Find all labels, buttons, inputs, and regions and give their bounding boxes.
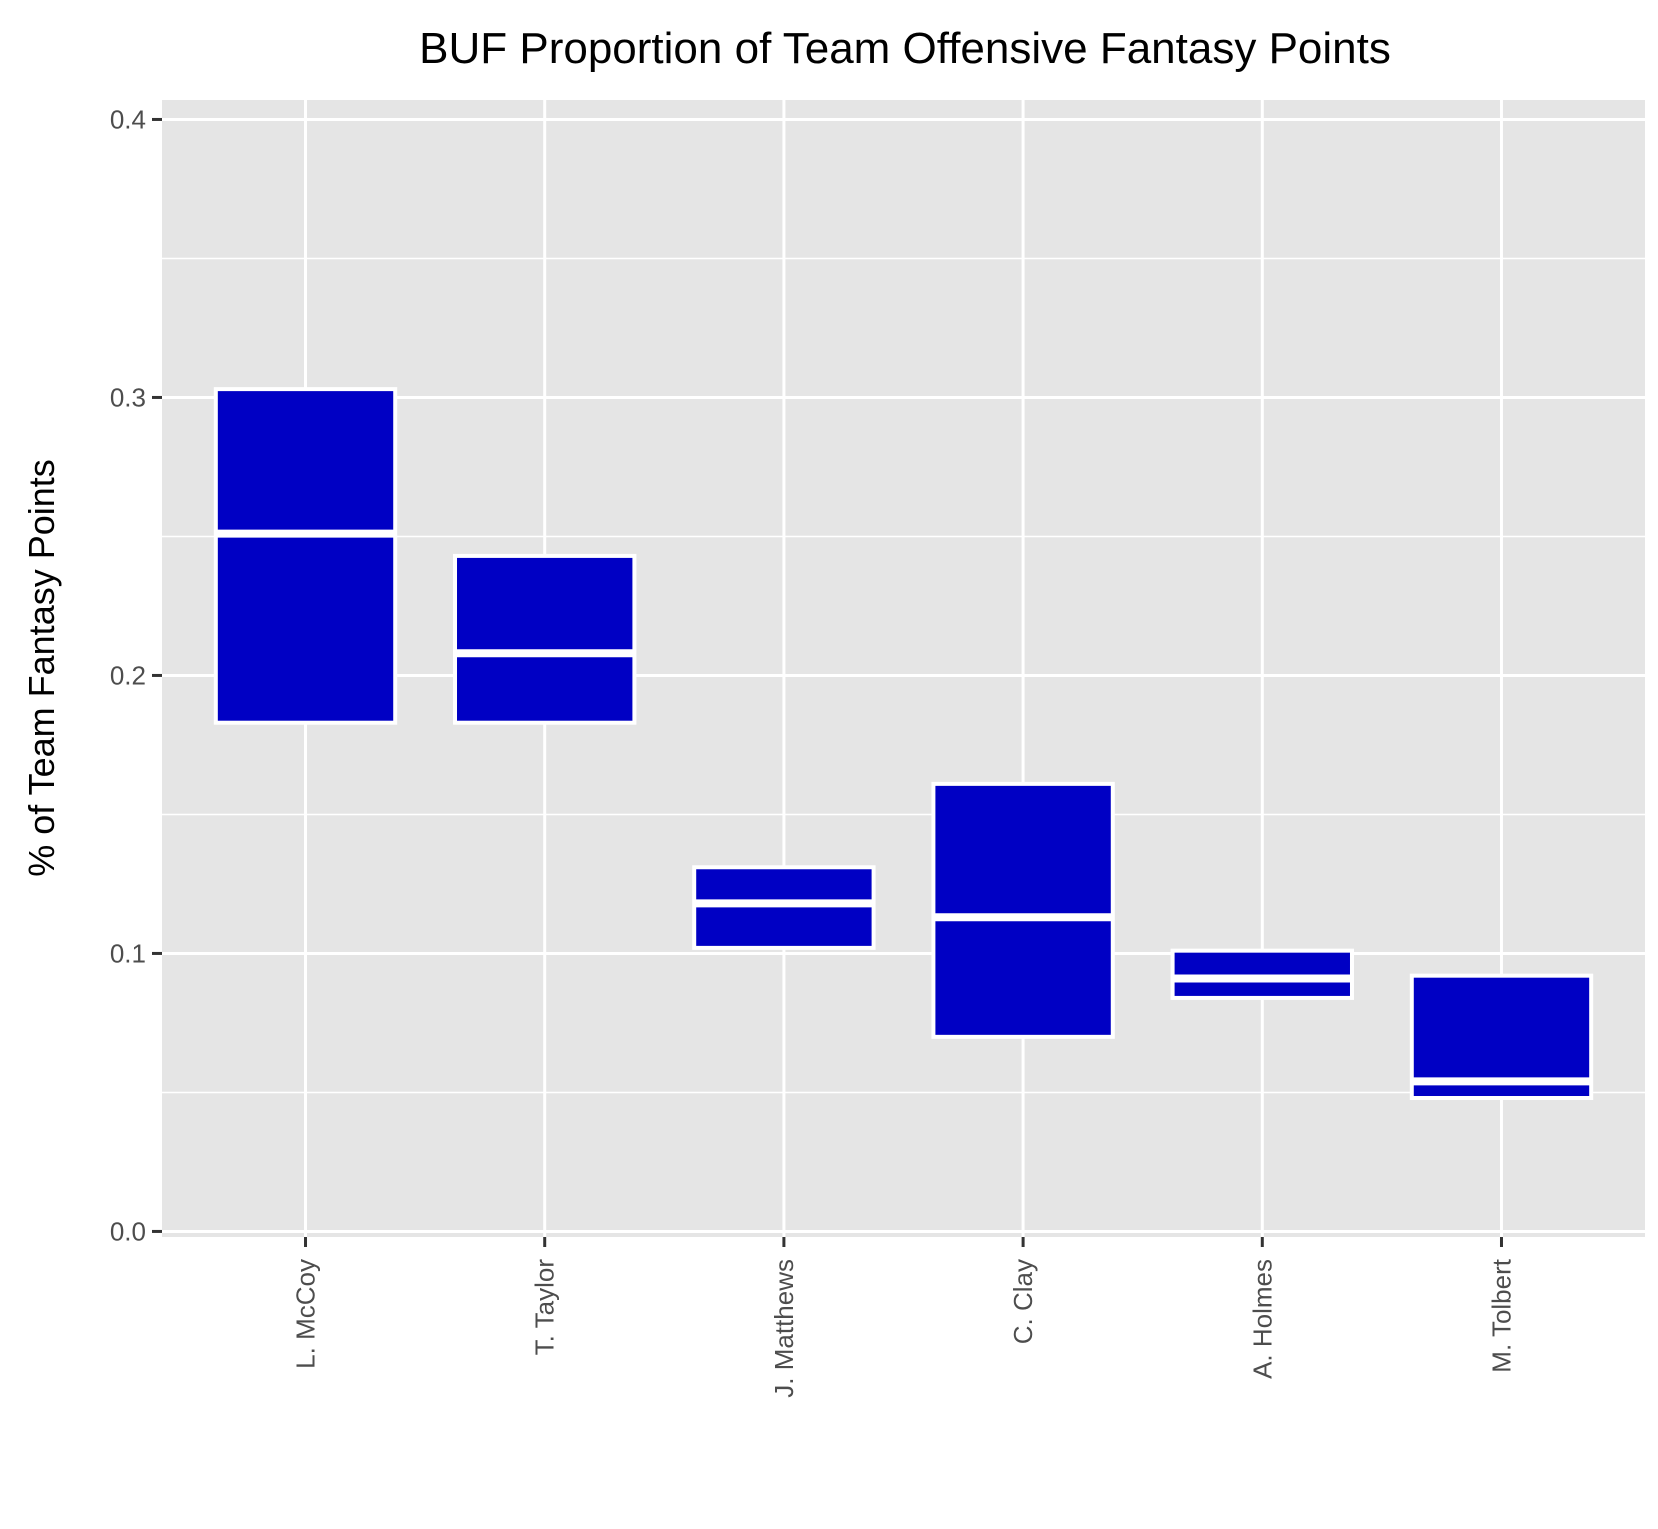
box-iqr — [931, 781, 1115, 1039]
y-tick-label: 0.0 — [110, 1216, 146, 1246]
box-t-taylor — [453, 553, 637, 725]
plot-panel — [162, 100, 1645, 1237]
chart-title: BUF Proportion of Team Offensive Fantasy… — [419, 24, 1391, 73]
x-tick-label: L. McCoy — [291, 1259, 321, 1369]
box-iqr — [1170, 948, 1354, 1000]
x-axis: L. McCoy T. Taylor J. Matthews C. Clay A. Ho… — [291, 1237, 1516, 1398]
y-tick-label: 0.1 — [110, 938, 146, 968]
x-tick-label: C. Clay — [1008, 1259, 1038, 1344]
box-iqr — [453, 553, 637, 725]
box-c-clay — [931, 781, 1115, 1039]
x-tick-label: A. Holmes — [1247, 1259, 1277, 1379]
box-iqr — [213, 387, 398, 725]
boxes — [213, 387, 1594, 1101]
y-tick-label: 0.3 — [110, 382, 146, 412]
box-j-matthews — [692, 865, 876, 950]
box-l-mccoy — [213, 387, 398, 725]
y-axis: 0.0 0.1 0.2 0.3 0.4 — [110, 104, 162, 1246]
y-tick-label: 0.4 — [110, 104, 146, 134]
box-m-tolbert — [1409, 973, 1594, 1101]
x-tick-label: M. Tolbert — [1486, 1258, 1516, 1372]
box-iqr — [692, 865, 876, 950]
x-tick-label: J. Matthews — [769, 1259, 799, 1398]
y-tick-label: 0.2 — [110, 660, 146, 690]
box-a-holmes — [1170, 948, 1354, 1000]
y-axis-label: % of Team Fantasy Points — [21, 459, 62, 877]
x-tick-label: T. Taylor — [530, 1259, 560, 1356]
